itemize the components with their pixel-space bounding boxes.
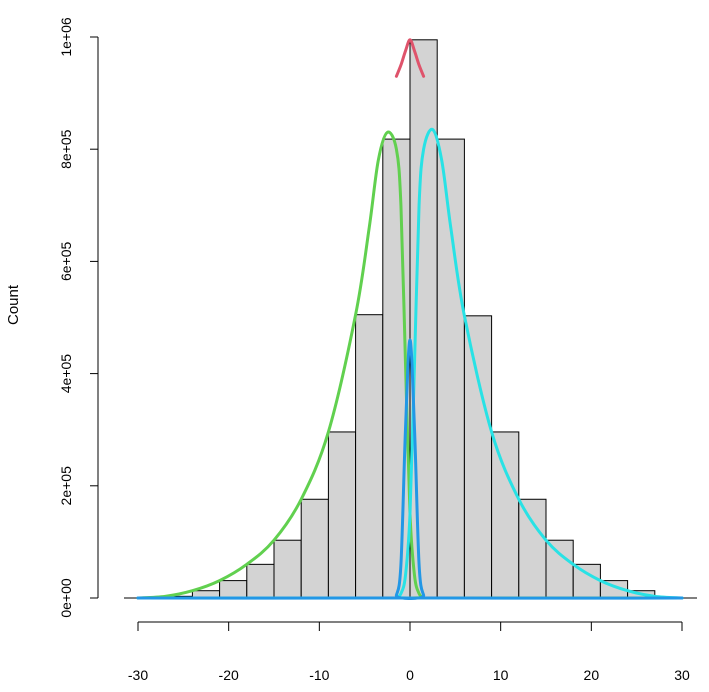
y-tick-label: 6e+05 bbox=[58, 242, 74, 282]
density-curve bbox=[136, 130, 684, 600]
y-tick-label: 0e+00 bbox=[58, 578, 74, 618]
y-axis: 0e+00 2e+05 4e+05 6e+05 8e+05 1e+06 bbox=[58, 17, 99, 618]
histogram-bar bbox=[545, 539, 574, 599]
x-tick-label: 20 bbox=[584, 667, 600, 683]
x-tick-label: 10 bbox=[493, 667, 509, 683]
histogram-bar bbox=[518, 498, 547, 599]
y-tick-label: 4e+05 bbox=[58, 354, 74, 394]
histogram-bar bbox=[355, 314, 384, 599]
histogram-bar bbox=[300, 498, 329, 599]
histogram-bar bbox=[436, 138, 465, 599]
histogram-bar bbox=[463, 315, 493, 599]
x-tick-label: -10 bbox=[309, 667, 329, 683]
x-tick-label: -20 bbox=[219, 667, 239, 683]
y-tick-label: 8e+05 bbox=[58, 129, 74, 169]
y-tick-label: 2e+05 bbox=[58, 466, 74, 506]
histogram-bar bbox=[409, 39, 438, 599]
density-curves bbox=[136, 38, 684, 601]
histogram-bar bbox=[219, 580, 248, 599]
density-curve bbox=[394, 38, 426, 78]
x-tick-label: -30 bbox=[128, 667, 148, 683]
histogram-bar bbox=[273, 539, 302, 599]
x-axis: -30 -20 -10 0 10 20 30 bbox=[128, 621, 690, 683]
histogram-bar bbox=[327, 431, 357, 599]
x-tick-label: 0 bbox=[406, 667, 414, 683]
y-tick-label: 1e+06 bbox=[58, 17, 74, 57]
histogram-bar bbox=[491, 431, 520, 599]
y-axis-title: Count bbox=[5, 284, 22, 325]
density-curve bbox=[136, 338, 684, 601]
histogram-bar bbox=[246, 563, 275, 599]
density-curve bbox=[136, 127, 684, 600]
histogram-bar bbox=[572, 563, 601, 599]
x-tick-label: 30 bbox=[674, 667, 690, 683]
